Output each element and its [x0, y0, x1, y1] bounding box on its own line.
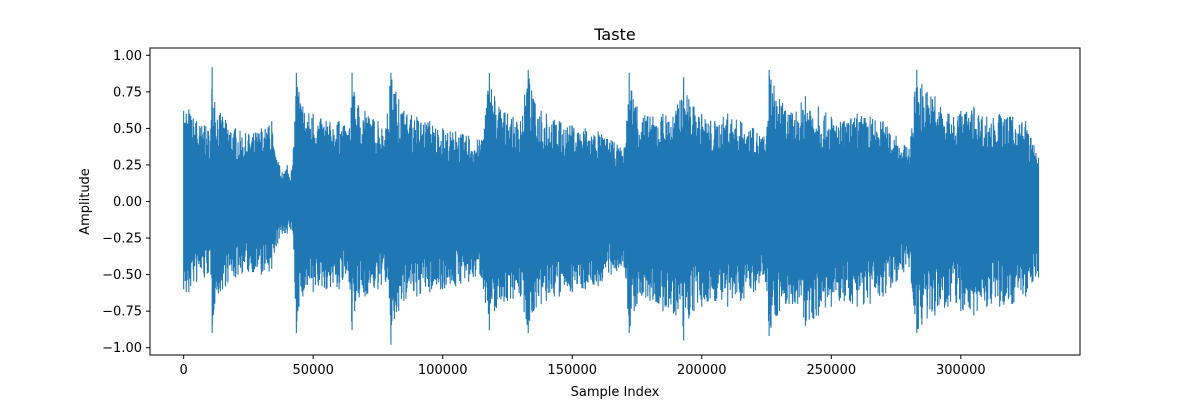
x-tick-label: 50000	[293, 363, 334, 378]
x-tick-label: 300000	[936, 363, 986, 378]
x-tick-label: 200000	[677, 363, 727, 378]
y-tick-label: −0.75	[102, 305, 142, 320]
y-tick-label: −0.50	[102, 268, 142, 283]
y-tick-label: −1.00	[102, 341, 142, 356]
x-tick-label: 250000	[806, 363, 856, 378]
x-tick-label: 0	[180, 363, 188, 378]
chart-title: Taste	[593, 25, 635, 44]
y-tick-label: 1.00	[113, 49, 142, 64]
y-axis-title: Amplitude	[78, 168, 93, 235]
x-axis-title: Sample Index	[571, 385, 660, 400]
y-tick-label: 0.75	[113, 85, 142, 100]
y-tick-label: −0.25	[102, 232, 142, 247]
plot-area	[183, 67, 1040, 345]
y-axis: 1.00 0.75 0.50 0.25 0.00 −0.25 −0.50 −0.75 −1.00	[102, 49, 150, 356]
y-tick-label: 0.50	[113, 122, 142, 137]
waveform-line-0	[183, 67, 1040, 345]
x-tick-label: 100000	[418, 363, 468, 378]
x-tick-label: 150000	[547, 363, 597, 378]
y-tick-label: 0.25	[113, 158, 142, 173]
x-axis: 0 50000 100000 150000 200000 250000 300000	[180, 355, 986, 378]
y-tick-label: 0.00	[113, 195, 142, 210]
